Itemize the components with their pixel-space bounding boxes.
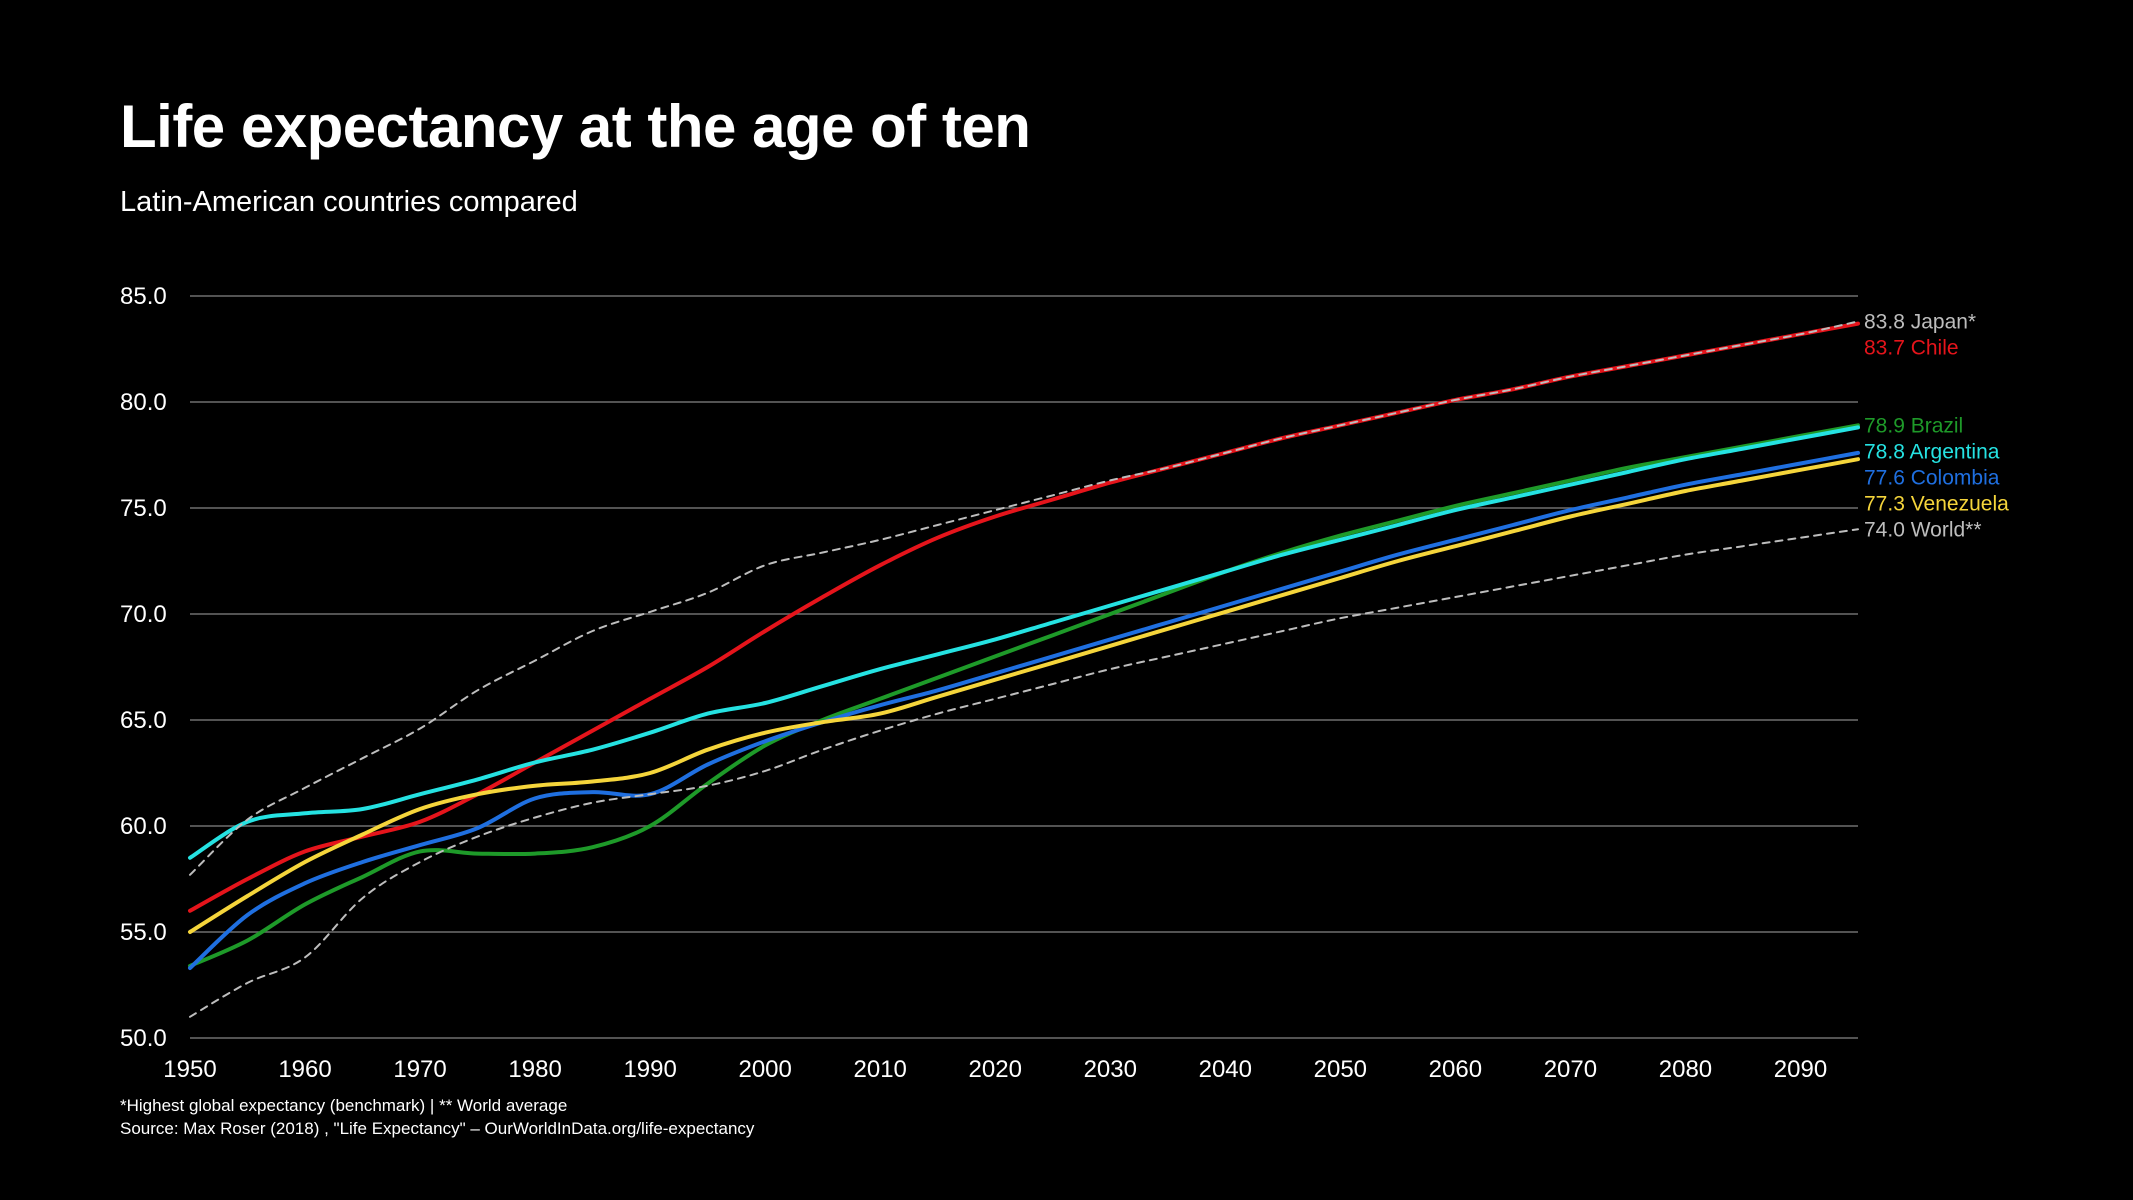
series-line-chile [188, 321, 1860, 913]
end-labels: 83.8 Japan* 83.7 Chile 78.9 Brazil 78.8 Arg… [1864, 310, 2009, 541]
y-tick-label: 60.0 [120, 813, 167, 840]
y-tick-label: 65.0 [120, 707, 167, 734]
series-lines [188, 320, 1860, 1018]
x-tick-label: 1980 [508, 1056, 561, 1083]
y-axis-ticks: 50.0 55.0 60.0 65.0 70.0 75.0 80.0 85.0 [120, 283, 167, 1052]
x-tick-label: 1990 [623, 1056, 676, 1083]
x-tick-label: 1950 [163, 1056, 216, 1083]
source-note: Source: Max Roser (2018) , "Life Expecta… [120, 1119, 755, 1138]
end-label-chile: 83.7 Chile [1864, 336, 1959, 359]
x-tick-label: 2080 [1659, 1056, 1712, 1083]
end-label-argentina: 78.8 Argentina [1864, 440, 2000, 463]
series-line-colombia [188, 450, 1860, 970]
series-line-japan [189, 320, 1859, 876]
end-label-brazil: 78.9 Brazil [1864, 414, 1963, 437]
x-tick-label: 2090 [1774, 1056, 1827, 1083]
x-tick-label: 2050 [1314, 1056, 1367, 1083]
end-label-world: 74.0 World** [1864, 518, 1982, 541]
x-tick-label: 1960 [278, 1056, 331, 1083]
y-tick-label: 75.0 [120, 495, 167, 522]
x-tick-label: 2040 [1199, 1056, 1252, 1083]
x-tick-label: 2060 [1429, 1056, 1482, 1083]
x-tick-label: 1970 [393, 1056, 446, 1083]
y-tick-label: 70.0 [120, 601, 167, 628]
y-tick-label: 85.0 [120, 283, 167, 310]
series-line-venezuela [188, 457, 1860, 934]
y-tick-label: 50.0 [120, 1025, 167, 1052]
series-line-world [189, 528, 1859, 1018]
footnote: *Highest global expectancy (benchmark) |… [120, 1096, 568, 1115]
end-label-venezuela: 77.3 Venezuela [1864, 492, 2009, 515]
chart-subtitle: Latin-American countries compared [120, 186, 578, 218]
gridlines [190, 295, 1858, 1039]
y-tick-label: 80.0 [120, 389, 167, 416]
x-tick-label: 2000 [738, 1056, 791, 1083]
x-tick-label: 2030 [1084, 1056, 1137, 1083]
end-label-colombia: 77.6 Colombia [1864, 466, 2000, 489]
x-tick-label: 2020 [969, 1056, 1022, 1083]
x-tick-label: 2070 [1544, 1056, 1597, 1083]
x-tick-label: 2010 [854, 1056, 907, 1083]
y-tick-label: 55.0 [120, 919, 167, 946]
series-line-brazil [188, 423, 1860, 968]
series-line-argentina [188, 425, 1860, 860]
end-label-japan: 83.8 Japan* [1864, 310, 1976, 333]
x-axis-ticks: 1950 1960 1970 1980 1990 2000 2010 2020 2030 2040… [163, 1056, 1827, 1083]
chart-title: Life expectancy at the age of ten [120, 93, 1031, 160]
